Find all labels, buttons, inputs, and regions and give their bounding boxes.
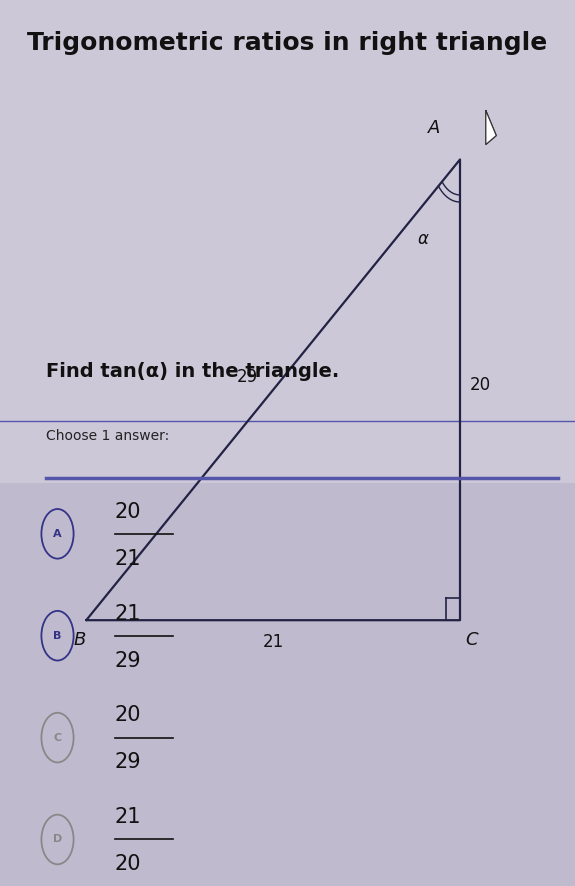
- Text: 29: 29: [237, 368, 258, 385]
- FancyBboxPatch shape: [0, 483, 575, 886]
- Text: A: A: [428, 120, 440, 137]
- Text: 21: 21: [115, 603, 141, 624]
- Text: Trigonometric ratios in right triangle: Trigonometric ratios in right triangle: [28, 31, 547, 55]
- Text: 21: 21: [115, 548, 141, 569]
- Text: C: C: [465, 631, 478, 649]
- Text: B: B: [53, 631, 62, 641]
- Text: 20: 20: [470, 377, 490, 394]
- Text: 20: 20: [115, 854, 141, 874]
- Text: Choose 1 answer:: Choose 1 answer:: [46, 429, 169, 443]
- Text: A: A: [53, 529, 62, 539]
- Text: C: C: [53, 733, 62, 742]
- Text: 29: 29: [115, 752, 141, 773]
- Text: 20: 20: [115, 501, 141, 522]
- Text: 21: 21: [263, 633, 283, 651]
- Text: D: D: [53, 835, 62, 844]
- Text: α: α: [417, 230, 428, 248]
- Text: 29: 29: [115, 650, 141, 671]
- Text: 21: 21: [115, 807, 141, 828]
- Text: 20: 20: [115, 705, 141, 726]
- Text: Find tan(α) in the triangle.: Find tan(α) in the triangle.: [46, 362, 339, 381]
- Polygon shape: [486, 111, 496, 144]
- Text: B: B: [73, 631, 86, 649]
